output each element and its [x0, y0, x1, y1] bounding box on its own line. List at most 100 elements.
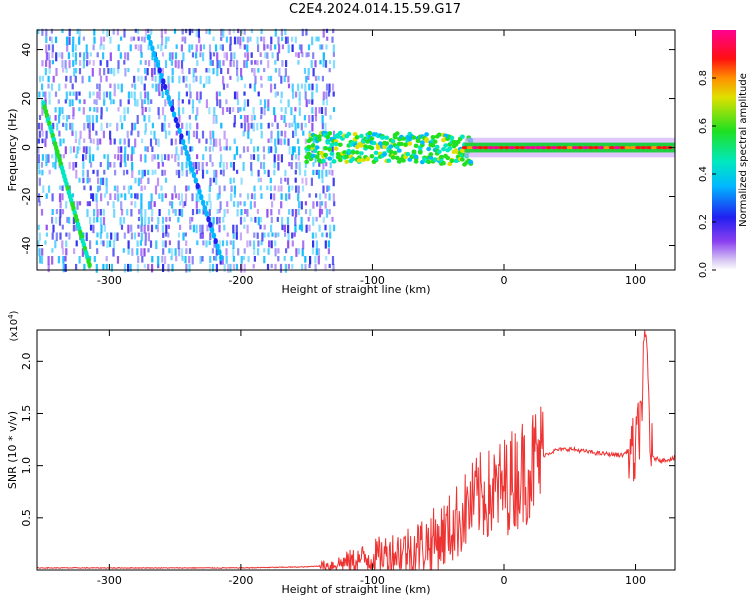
noise-cell: [106, 122, 109, 129]
noise-cell: [216, 68, 219, 77]
noise-cell: [108, 240, 112, 248]
signal-cell: [635, 146, 642, 150]
noise-cell: [244, 52, 247, 58]
noise-cell: [165, 36, 168, 44]
noise-cell: [288, 209, 291, 215]
noise-cell: [174, 248, 177, 256]
noise-cell: [147, 232, 150, 242]
noise-cell: [59, 232, 62, 240]
noise-cell: [177, 240, 180, 250]
faint-diagonal-track-cell: [211, 232, 217, 239]
noise-cell: [213, 107, 216, 116]
noise-cell: [188, 28, 191, 36]
noise-cell: [316, 201, 319, 207]
noise-cell: [245, 60, 248, 69]
band-cell: [455, 139, 461, 145]
noise-cell: [259, 99, 262, 106]
noise-cell: [133, 75, 136, 83]
noise-cell: [312, 169, 315, 176]
noise-cell: [294, 209, 298, 218]
noise-cell: [93, 216, 96, 224]
noise-cell: [127, 263, 130, 272]
noise-cell: [78, 138, 81, 146]
faint-diagonal-track-cell: [159, 72, 164, 80]
noise-cell: [256, 232, 259, 239]
noise-cell: [84, 154, 88, 160]
noise-cell: [191, 99, 195, 108]
noise-cell: [223, 185, 226, 192]
noise-cell: [300, 122, 303, 131]
band-cell: [382, 144, 387, 149]
noise-cell: [297, 209, 300, 216]
noise-cell: [304, 263, 307, 271]
signal-cell: [656, 146, 663, 150]
noise-cell: [277, 130, 280, 140]
noise-cell: [88, 130, 91, 139]
noise-cell: [124, 162, 127, 167]
noise-cell: [61, 28, 64, 34]
noise-cell: [246, 44, 249, 52]
noise-cell: [201, 130, 205, 139]
band-cell: [308, 137, 314, 142]
noise-cell: [97, 177, 100, 185]
noise-cell: [137, 216, 141, 222]
x-tick-label: -200: [228, 274, 253, 287]
noise-cell: [134, 201, 137, 208]
noise-cell: [284, 169, 287, 177]
noise-cell: [314, 115, 318, 122]
noise-cell: [144, 75, 147, 81]
noise-cell: [71, 52, 75, 58]
noise-cell: [223, 52, 226, 59]
noise-cell: [112, 99, 115, 105]
noise-cell: [253, 256, 256, 262]
noise-cell: [121, 209, 124, 216]
noise-cell: [62, 68, 65, 73]
noise-cell: [117, 193, 120, 202]
noise-cell: [199, 75, 202, 85]
noise-cell: [308, 224, 311, 232]
band-cell: [344, 154, 350, 159]
noise-cell: [58, 216, 62, 226]
noise-cell: [269, 185, 272, 192]
noise-cell: [68, 115, 71, 120]
noise-cell: [216, 209, 219, 214]
noise-cell: [208, 263, 212, 273]
noise-cell: [257, 177, 260, 183]
noise-cell: [191, 107, 194, 114]
noise-cell: [240, 75, 243, 81]
noise-cell: [161, 169, 164, 176]
signal-cell: [545, 146, 552, 150]
noise-cell: [218, 224, 221, 233]
noise-cell: [99, 162, 102, 168]
noise-cell: [291, 36, 294, 42]
noise-cell: [237, 107, 240, 113]
noise-cell: [219, 146, 222, 152]
noise-cell: [290, 107, 293, 116]
noise-cell: [127, 99, 130, 105]
noise-cell: [267, 107, 270, 112]
noise-cell: [267, 99, 270, 108]
noise-cell: [37, 146, 40, 154]
noise-cell: [325, 209, 329, 218]
noise-cell: [213, 169, 216, 178]
noise-cell: [88, 201, 91, 207]
noise-cell: [328, 209, 331, 215]
noise-cell: [149, 138, 153, 147]
noise-cell: [68, 36, 71, 45]
noise-cell: [257, 91, 260, 97]
noise-cell: [130, 201, 133, 206]
noise-cell: [242, 146, 246, 153]
noise-cell: [113, 209, 116, 218]
noise-cell: [181, 162, 184, 171]
noise-cell: [68, 99, 71, 107]
noise-cell: [243, 44, 246, 50]
noise-cell: [174, 193, 178, 199]
noise-cell: [45, 130, 48, 139]
noise-cell: [89, 52, 92, 57]
noise-cell: [140, 36, 144, 42]
spectrogram-x-label: Height of straight line (km): [281, 283, 430, 296]
signal-cell: [598, 146, 605, 150]
noise-cell: [319, 44, 322, 50]
noise-cell: [257, 248, 260, 256]
noise-cell: [239, 201, 242, 206]
